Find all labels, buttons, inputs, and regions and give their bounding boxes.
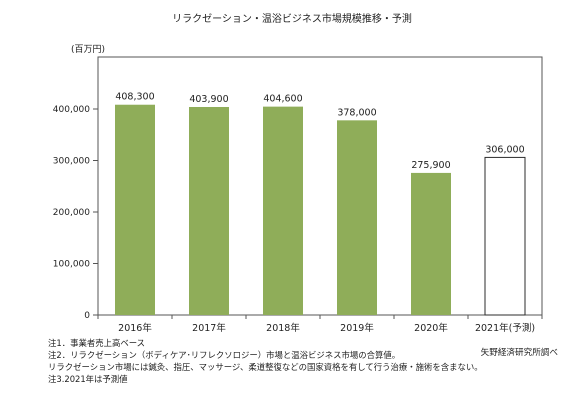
data-label: 404,600: [263, 94, 302, 105]
x-tick-label: 2019年: [340, 322, 374, 334]
note-2-continued: リラクゼーション市場には鍼灸、指圧、マッサージ、柔道整復などの国家資格を有して行…: [48, 362, 483, 372]
bar-2018: [263, 106, 303, 315]
chart-title: リラクゼーション・温浴ビジネス市場規模推移・予測: [172, 12, 412, 25]
data-label: 275,900: [411, 160, 450, 171]
y-tick-label: 0: [84, 311, 90, 321]
bar-2019: [337, 120, 377, 315]
bar-2017: [189, 106, 229, 315]
y-tick-label: 100,000: [53, 260, 90, 270]
data-label: 378,000: [337, 107, 376, 118]
x-tick-label: 2017年: [192, 322, 226, 334]
data-label: 408,300: [115, 92, 154, 103]
data-label: 306,000: [485, 144, 524, 155]
x-tick-label: 2021年(予測): [475, 322, 535, 334]
bar-2016: [115, 104, 155, 316]
plot-area-frame: [97, 56, 543, 316]
data-label: 403,900: [189, 94, 228, 105]
y-tick-label: 400,000: [53, 105, 90, 115]
note-1: 注1．事業者売上高ベース: [48, 338, 146, 348]
x-tick-label: 2020年: [414, 322, 448, 334]
bars: 408,300 403,900 404,600 378,000 275,900 306,0…: [115, 92, 526, 316]
bar-2020: [411, 172, 451, 315]
note-3: 注3.2021年は予測値: [48, 374, 128, 384]
bar-2021: [484, 156, 526, 316]
note-2: 注2．リラクゼーション（ボディケア･リフレクソロジー）市場と温浴ビジネス市場の合…: [48, 350, 401, 360]
y-tick-label: 200,000: [53, 208, 90, 218]
x-tick-label: 2018年: [266, 322, 300, 334]
x-tick-label: 2016年: [118, 322, 152, 334]
y-axis: 0 100,000 200,000 300,000 400,000: [53, 105, 98, 321]
x-axis: 2016年 2017年 2018年 2019年 2020年 2021年(予測): [97, 315, 543, 334]
y-tick-label: 300,000: [53, 157, 90, 167]
source-credit: 矢野経済研究所調べ: [480, 348, 558, 358]
y-axis-unit-label: (百万円): [71, 44, 105, 55]
